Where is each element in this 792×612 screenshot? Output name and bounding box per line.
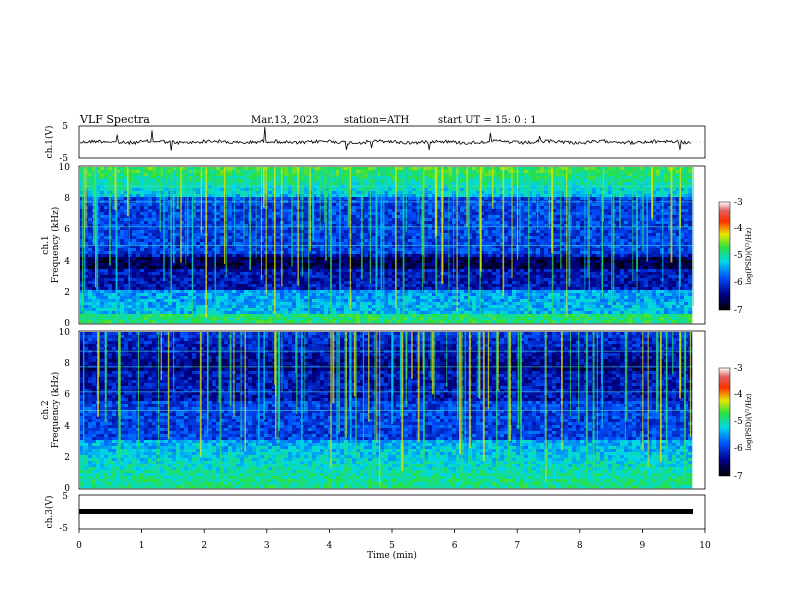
ch3-waveform-trace [79,509,693,514]
start-time-label: start UT = 15: 0 : 1 [438,115,537,126]
time-axis-label: Time (min) [367,550,417,561]
time-tick-label: 8 [577,541,583,551]
ch1-spectrogram-image [80,167,694,324]
ch1-spectrogram-ylabel-channel: ch.1 [41,235,51,254]
ch2-colorbar-tick-minus3: -3 [734,364,743,374]
ch1-waveform-ylabel: ch.1(V) [44,126,55,159]
ch1-spectrogram-ylabel-frequency: Frequency (kHz) [50,207,61,284]
ch2-freq-tick-10: 10 [59,328,71,338]
date-label: Mar.13, 2023 [251,115,319,126]
ch1-freq-tick-10: 10 [59,163,71,173]
ch1-waveform-trace [79,126,692,151]
ch2-colorbar: -3 -4 -5 -6 -7 log(PSD)(V²/Hz) [718,364,753,482]
ch2-spectrogram-image [80,332,693,489]
ch1-colorbar-tick-minus5: -5 [734,251,743,261]
ch1-ytick-bottom: -5 [59,154,68,164]
ch2-colorbar-label: log(PSD)(V²/Hz) [745,393,753,450]
time-tick-label: 5 [389,541,395,551]
ch1-waveform-panel: 5 -5 ch.1(V) [44,122,706,164]
ch3-ytick-bottom: -5 [59,524,68,534]
time-tick-label: 4 [327,541,333,551]
time-tick-label: 10 [699,541,711,551]
time-tick-label: 0 [76,541,82,551]
ch3-waveform-ylabel: ch.3(V) [44,496,55,529]
time-tick-label: 6 [452,541,458,551]
ch2-colorbar-tick-minus7: -7 [734,472,743,482]
ch1-colorbar-tick-minus6: -6 [734,278,743,288]
ch1-freq-tick-0: 0 [64,319,70,329]
ch2-colorbar-tick-minus4: -4 [734,390,743,400]
ch1-colorbar-tick-minus3: -3 [734,198,743,208]
time-tick-label: 2 [201,541,207,551]
ch2-freq-tick-4: 4 [64,422,70,432]
time-tick-label: 9 [640,541,646,551]
time-tick-label: 7 [514,541,520,551]
ch1-colorbar-tick-minus4: -4 [734,224,743,234]
ch1-colorbar: -3 -4 -5 -6 -7 log(PSD)(V²/Hz) [718,198,753,316]
ch1-freq-tick-8: 8 [64,194,70,204]
time-tick-label: 3 [264,541,270,551]
ch1-colorbar-tick-minus7: -7 [734,306,743,316]
ch2-colorbar-tick-minus6: -6 [734,444,743,454]
ch1-spectrogram-panel: 10 8 6 4 2 0 ch.1 Frequency (kHz) [41,163,706,329]
ch2-colorbar-tick-minus5: -5 [734,417,743,427]
ch2-spectrogram-panel: 10 8 6 4 2 0 ch.2 Frequency (kHz) [41,328,706,494]
ch2-freq-tick-2: 2 [64,453,70,463]
ch2-colorbar-gradient [718,367,731,477]
ch2-spectrogram-ylabel-channel: ch.2 [41,400,51,419]
ch1-colorbar-label: log(PSD)(V²/Hz) [745,227,753,284]
chart-title: VLF Spectra [80,113,150,126]
ch1-freq-tick-4: 4 [64,257,70,267]
ch2-freq-tick-6: 6 [64,390,70,400]
ch1-colorbar-gradient [718,201,731,311]
time-axis-ticks: 0 1 2 3 4 5 6 7 8 9 10 [76,529,711,551]
ch2-freq-tick-0: 0 [64,484,70,494]
ch2-spectrogram-ylabel-frequency: Frequency (kHz) [50,372,61,449]
ch1-freq-tick-2: 2 [64,288,70,298]
ch2-freq-tick-8: 8 [64,359,70,369]
time-tick-label: 1 [139,541,145,551]
ch3-waveform-panel: 5 -5 ch.3(V) 0 1 2 3 4 5 6 7 8 9 10 Time (min) [44,492,711,561]
ch1-ytick-top: 5 [62,122,68,132]
ch1-freq-tick-6: 6 [64,225,70,235]
station-label: station=ATH [344,115,410,126]
ch3-ytick-top: 5 [62,492,68,502]
